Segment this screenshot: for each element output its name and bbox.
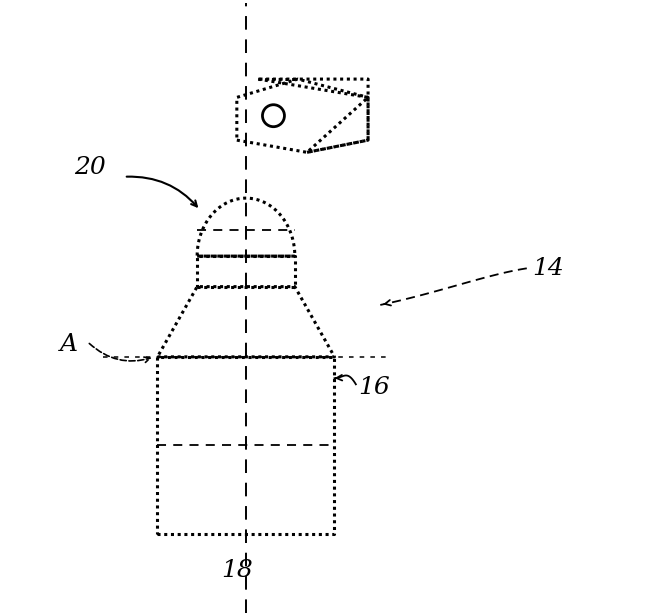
- Text: A: A: [60, 333, 78, 356]
- Text: 20: 20: [74, 156, 106, 179]
- Text: 16: 16: [359, 376, 390, 399]
- Text: 18: 18: [221, 559, 253, 582]
- Text: 14: 14: [533, 257, 564, 280]
